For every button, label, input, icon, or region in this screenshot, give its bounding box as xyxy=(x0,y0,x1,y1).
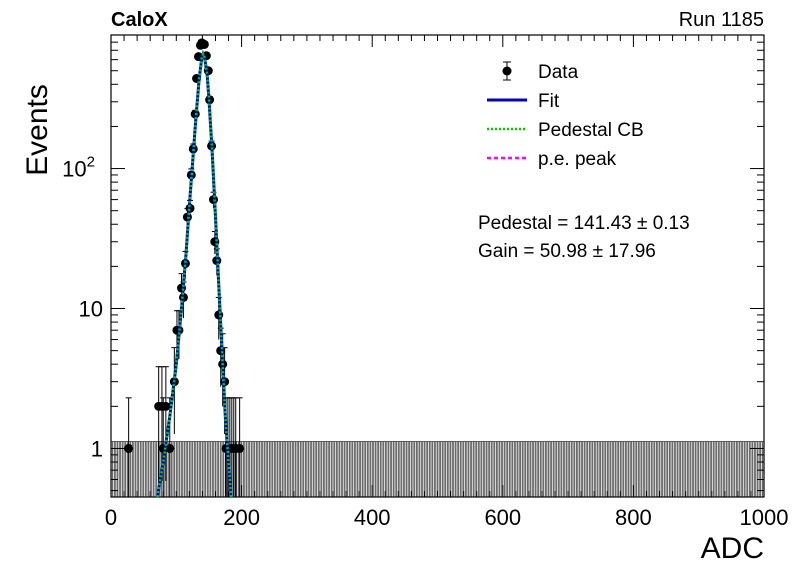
legend: Data Fit Pedestal CB p.e. peak xyxy=(487,61,644,170)
annotation-text: Pedestal = 141.43 ± 0.13 xyxy=(478,213,690,234)
y-axis-title: Events xyxy=(21,84,54,176)
series-layer xyxy=(124,38,245,498)
x-axis-title: ADC xyxy=(701,532,764,565)
data-point xyxy=(199,39,209,49)
legend-label: p.e. peak xyxy=(538,149,617,170)
x-tick-label: 400 xyxy=(354,505,391,530)
data-point xyxy=(124,443,134,453)
x-tick-label: 0 xyxy=(105,505,117,530)
y-tick-label: 1 xyxy=(91,436,103,461)
data-point xyxy=(235,443,245,453)
header-right-label: Run 1185 xyxy=(679,9,764,31)
header-left-label: CaloX xyxy=(111,9,168,31)
x-axis-ticks: 0 200 400 600 800 1000 xyxy=(105,35,789,530)
legend-marker-point xyxy=(502,66,512,76)
series-line-pedestal-cb xyxy=(156,50,233,498)
data-point xyxy=(165,443,175,453)
x-tick-label: 600 xyxy=(484,505,521,530)
y-tick-label: 102 xyxy=(62,154,95,182)
legend-label: Fit xyxy=(538,91,560,112)
fit-annotations: Pedestal = 141.43 ± 0.13 Gain = 50.98 ± 1… xyxy=(478,213,690,262)
y-tick-label: 10 xyxy=(79,297,103,322)
legend-label: Data xyxy=(538,62,579,83)
y-axis-ticks: 1 10 102 xyxy=(62,34,764,492)
x-tick-label: 1000 xyxy=(740,505,789,530)
x-tick-label: 800 xyxy=(615,505,652,530)
annotation-text: Gain = 50.98 ± 17.96 xyxy=(478,241,656,262)
data-point xyxy=(161,401,171,411)
legend-label: Pedestal CB xyxy=(538,120,644,141)
x-tick-label: 200 xyxy=(223,505,260,530)
flat-background-band xyxy=(110,441,765,498)
